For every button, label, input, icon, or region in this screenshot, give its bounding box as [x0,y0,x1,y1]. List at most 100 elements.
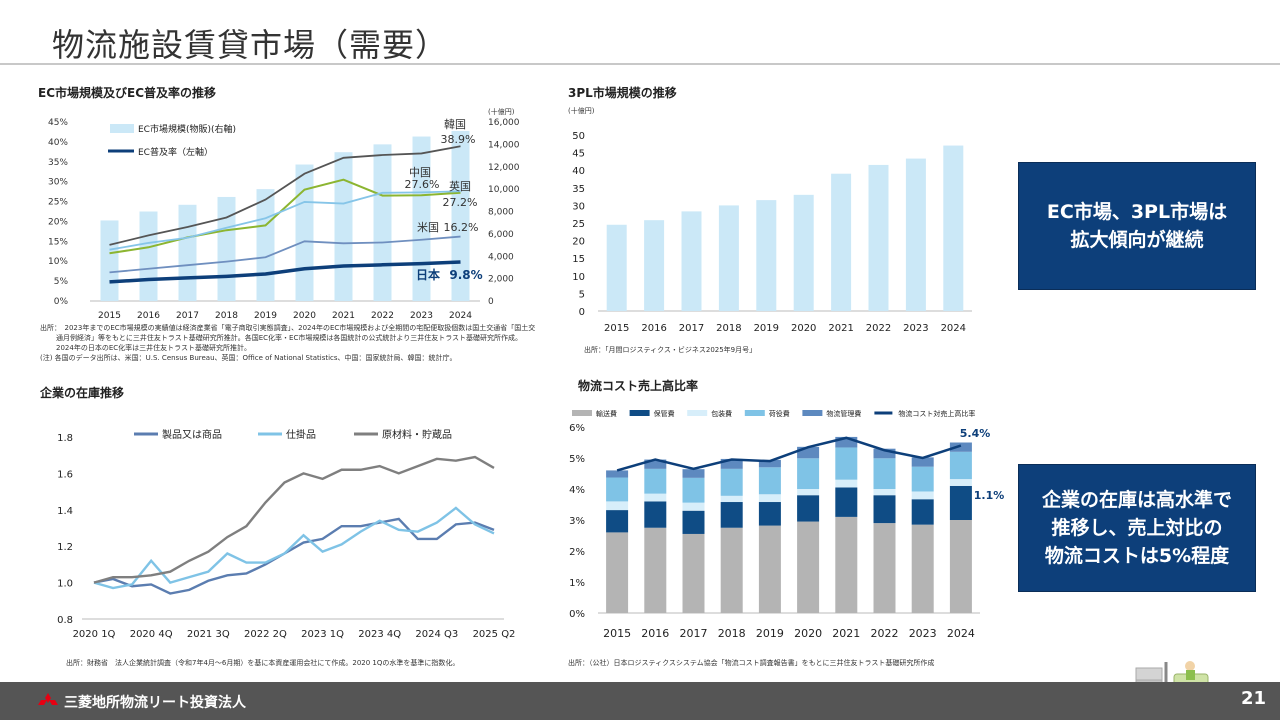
y-left-tick: 30% [48,178,68,188]
cost-bar-segment [835,516,858,613]
ec-market-bar [217,196,236,301]
tpl-bar [718,205,739,311]
cost-bar-segment [720,468,743,496]
legend-label: 原材料・貯蔵品 [382,428,452,441]
y-tick: 1.8 [57,433,73,444]
annotation-label: 韓国 [444,118,466,131]
y-tick: 4% [569,485,585,496]
x-tick-label: 2021 [828,323,853,334]
x-tick-label: 2019 [756,627,784,640]
x-tick-label: 2015 [604,323,629,334]
annotation-value: 27.6% [405,178,440,191]
x-tick-label: 2020 1Q [73,629,116,640]
x-tick-label: 2023 [909,627,937,640]
cost-bar-segment [797,446,820,459]
cost-bar-segment [797,489,820,496]
ec-market-bar [178,204,197,301]
y-tick: 30 [572,201,585,212]
y-right-tick: 4,000 [488,252,514,262]
cost-bar-segment [606,501,629,511]
cost-bar-segment [720,495,743,503]
cost-source: 出所：（公社）日本ロジスティクスシステム協会「物流コスト調査報告書」をもとに三井… [568,659,935,667]
tpl-bar [606,224,627,311]
y-tick: 45 [572,149,585,160]
ec-market-bar [100,220,119,301]
y-left-tick: 5% [54,277,69,287]
cost-bar-segment [682,510,705,534]
legend-label: 包装費 [711,409,732,418]
page-number: 21 [1240,688,1266,709]
y-tick: 20 [572,237,585,248]
cost-bar-segment [758,525,781,613]
legend-label: 荷役費 [769,409,790,418]
cost-bar-segment [720,458,743,469]
y-right-tick: 14,000 [488,140,520,150]
cost-chart: 0% 1% 2% 3% 4% 5% 6% 2015 2016 2017 2018 2019 2020 20… [569,409,1005,640]
inventory-line [93,517,495,595]
legend-swatch [687,410,708,416]
tpl-bar [756,200,777,311]
callout-market-trend: EC市場、3PL市場は 拡大傾向が継続 [1018,162,1256,290]
tpl-chart-title: 3PL市場規模の推移 [568,86,677,100]
legend-label: 輸送費 [596,409,617,418]
legend-swatch [744,410,765,416]
x-tick-label: 2018 [718,627,746,640]
cost-bar-segment [644,493,667,502]
cost-bar-segment [720,502,743,528]
annotation-value: 27.2% [443,196,478,209]
ec-market-bar [334,152,353,301]
footer-company-name: 三菱地所物流リート投資法人 [64,695,246,711]
cost-bar-segment [911,457,934,467]
y-tick: 50 [572,131,585,142]
y-tick: 0 [579,307,585,318]
y-tick: 2% [569,547,585,558]
ec-source: 出所： 2023年までのEC市場規模の実績値は経済産業省「電子商取引実態調査」、… [40,323,535,363]
y-tick: 35 [572,184,585,195]
ec-market-bar [373,144,392,301]
x-tick-label: 2020 [791,323,816,334]
x-tick-label: 2015 [98,311,121,321]
cost-bar-segment [797,495,820,522]
annotation-value: 9.8% [449,268,482,282]
y-left-tick: 40% [48,138,68,148]
y-tick: 1.2 [57,542,73,553]
legend-swatch [802,410,823,416]
y-tick: 5% [569,454,585,465]
x-tick-label: 2020 [293,311,316,321]
cost-bar-segment [911,491,934,500]
tpl-bar [868,164,889,311]
x-tick-label: 2021 [832,627,860,640]
x-tick-label: 2017 [176,311,199,321]
y-left-tick: 25% [48,198,68,208]
cost-bar-segment [873,458,896,489]
annotation-storage: 1.1% [974,489,1005,502]
cost-bar-segment [873,495,896,524]
ec-rate-line [109,235,461,274]
ec-rate-line [109,145,461,246]
x-tick-label: 2023 [410,311,433,321]
ec-chart: 0% 5% 10% 15% 20% 25% 30% 35% 40% 45% 0 2,000 4,000 6… [48,107,520,321]
y-tick: 25 [572,219,585,230]
cost-bar-segment [644,459,667,469]
legend-swatch [572,410,592,416]
legend-label: 物流管理費 [826,409,861,418]
x-tick-label: 2016 [641,323,666,334]
y-left-tick: 10% [48,257,68,267]
cost-bar-segment [758,467,781,495]
annotation-value: 38.9% [441,133,476,146]
x-tick-label: 2024 [449,311,472,321]
cost-bar-segment [797,521,820,613]
cost-bar-segment [606,510,629,533]
inventory-source: 出所：財務省 法人企業統計調査（令和7年4月～6月期）を基に本資産運用会社にて作… [66,659,460,667]
cost-bar-segment [835,436,858,448]
cost-bar-segment [911,499,934,525]
ec-rate-line [109,190,461,251]
x-tick-label: 2017 [680,627,708,640]
callout-line: 推移し、売上対比の [1051,517,1223,539]
inventory-chart: 0.8 1.0 1.2 1.4 1.6 1.8 2020 1Q 2020 4Q 2021 3Q 2… [57,428,515,640]
page-title: 物流施設賃貸市場（需要） [52,26,449,64]
cost-bar-segment [873,448,896,459]
annotation-label: 日本 [416,267,440,282]
inventory-line [93,506,495,590]
y-tick: 1% [569,578,585,589]
